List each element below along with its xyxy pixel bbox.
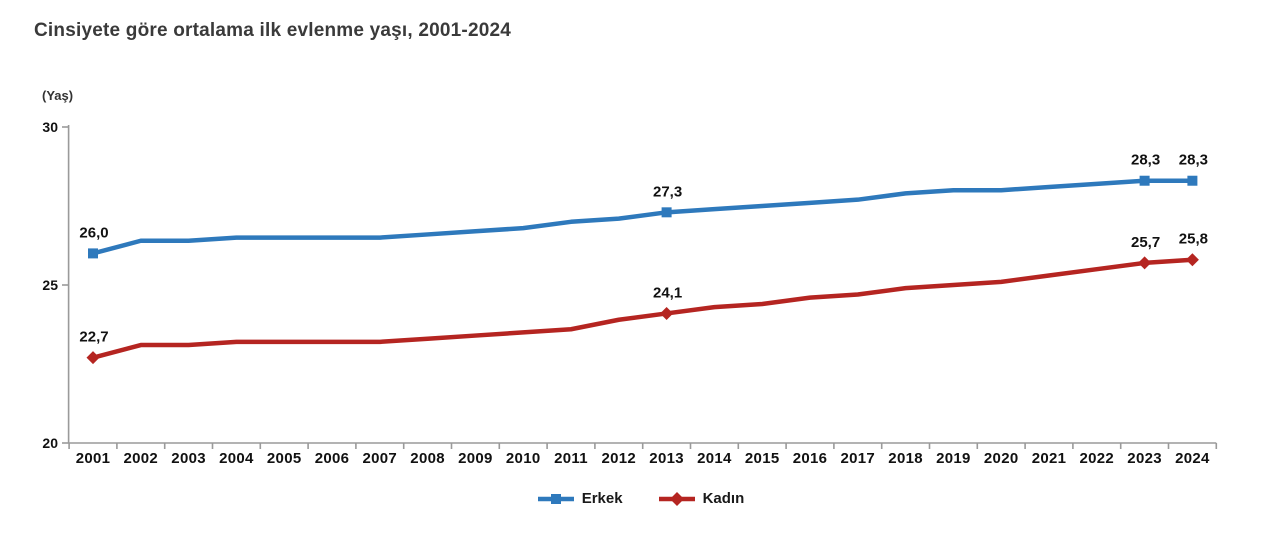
x-tick-label: 2014 — [697, 450, 732, 467]
x-tick-label: 2021 — [1032, 450, 1067, 467]
y-tick-label: 25 — [42, 277, 58, 293]
legend-label: Erkek — [581, 490, 623, 507]
data-point-label: 26,0 — [79, 224, 108, 241]
x-tick-label: 2006 — [315, 450, 350, 467]
x-tick-label: 2003 — [171, 450, 206, 467]
data-point-label: 28,3 — [1179, 152, 1208, 169]
legend-item-1: Kadın — [657, 490, 745, 507]
legend-swatch-square-icon — [537, 493, 574, 504]
data-point-marker-square — [1139, 175, 1150, 186]
x-tick-label: 2019 — [936, 450, 971, 467]
legend-label: Kadın — [702, 490, 745, 507]
x-tick-label: 2018 — [888, 450, 923, 467]
x-tick-label: 2007 — [363, 450, 398, 467]
data-point-label: 22,7 — [79, 329, 108, 346]
legend-item-0: Erkek — [536, 490, 623, 507]
x-tick-label: 2013 — [649, 450, 684, 467]
data-point-label: 25,7 — [1131, 234, 1160, 251]
x-tick-label: 2022 — [1080, 450, 1115, 467]
legend-swatch-diamond-icon — [658, 491, 695, 506]
chart-title: Cinsiyete göre ortalama ilk evlenme yaşı… — [34, 20, 512, 41]
data-point-label: 24,1 — [653, 284, 682, 301]
x-tick-label: 2024 — [1175, 450, 1210, 467]
data-point-marker-diamond — [660, 306, 674, 320]
x-tick-label: 2015 — [745, 450, 780, 467]
x-tick-label: 2010 — [506, 450, 541, 467]
x-tick-label: 2009 — [458, 450, 493, 467]
x-tick-label: 2002 — [124, 450, 159, 467]
data-point-label: 27,3 — [653, 183, 682, 200]
x-tick-label: 2016 — [793, 450, 828, 467]
x-tick-label: 2020 — [984, 450, 1019, 467]
data-point-marker-square — [1187, 175, 1198, 186]
y-axis-unit-label: (Yaş) — [42, 88, 74, 103]
series-line-0 — [90, 178, 1195, 256]
x-tick-label: 2017 — [841, 450, 876, 467]
x-tick-label: 2004 — [219, 450, 254, 467]
x-tick-label: 2005 — [267, 450, 302, 467]
y-tick-label: 20 — [42, 435, 58, 451]
data-point-marker-diamond — [1138, 256, 1152, 270]
x-tick-label: 2012 — [602, 450, 637, 467]
data-point-marker-square — [661, 207, 672, 218]
x-tick-label: 2011 — [554, 450, 588, 467]
data-point-label: 28,3 — [1131, 152, 1160, 169]
x-tick-label: 2008 — [410, 450, 445, 467]
y-tick-label: 30 — [42, 119, 58, 135]
data-point-marker-diamond — [86, 351, 100, 365]
data-point-marker-diamond — [1185, 253, 1199, 267]
series-line-1 — [90, 257, 1195, 360]
data-point-label: 25,8 — [1179, 231, 1208, 248]
data-point-marker-square — [88, 248, 98, 259]
x-tick-label: 2001 — [76, 450, 111, 467]
chart-legend: Erkek Kadın — [0, 490, 1280, 507]
x-tick-label: 2023 — [1127, 450, 1162, 467]
